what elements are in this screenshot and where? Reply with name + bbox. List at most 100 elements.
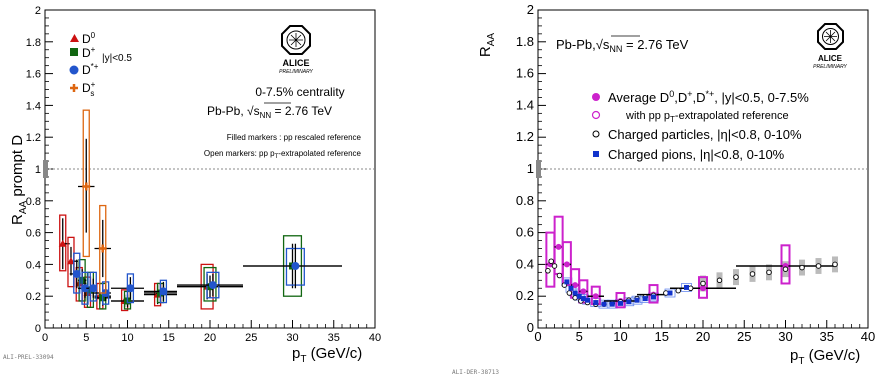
legend-dstar-label: D*+ <box>82 62 99 77</box>
right-charged-point <box>572 295 578 301</box>
legend-dplus-label: D+ <box>82 45 96 60</box>
left-axis-ticks: 0 5 10 15 20 25 30 35 40 0 0.2 0.4 0.6 0.8 1 1.2 1.4 1.6 1… <box>26 5 381 344</box>
left-legend: D0 D+ D*+ D+ s |y|<0.5 <box>69 31 132 98</box>
left-x-axis-label: pT (GeV/c) <box>292 345 362 365</box>
right-charged-point <box>782 266 789 272</box>
right-xtick-label: 20 <box>696 329 710 344</box>
right-ytick-label: 0.4 <box>516 256 534 271</box>
right-charged-point <box>700 280 706 287</box>
right-xtick-label: 40 <box>861 329 875 344</box>
left-ytick-label: 1.8 <box>26 37 41 49</box>
right-pion-point <box>580 296 586 302</box>
left-normalization-box <box>43 160 48 178</box>
left-ytick-label: 0.2 <box>26 291 41 303</box>
left-ytick-label: 1.2 <box>26 132 41 144</box>
left-data-marks <box>58 109 342 312</box>
right-ytick-label: 0.2 <box>516 288 534 303</box>
right-normalization-box <box>536 160 541 178</box>
left-data-point <box>89 284 98 293</box>
right-avgd-point <box>580 288 587 295</box>
right-data-marks <box>545 215 838 309</box>
right-logo-sub: PRELIMINARY <box>813 64 847 70</box>
right-legend: Average D0,D+,D*+, |y|<0.5, 0-7.5% with … <box>591 89 809 162</box>
right-ytick-label: 0.8 <box>516 193 534 208</box>
left-ytick-label: 1 <box>35 164 41 176</box>
left-xtick-label: 0 <box>42 332 48 344</box>
right-pion-point <box>651 294 656 300</box>
left-data-point <box>58 239 67 247</box>
right-avgd-point <box>700 285 706 292</box>
right-charged-point <box>663 290 669 296</box>
right-alice-logo: ALICE PRELIMINARY <box>813 23 848 70</box>
right-avgd-point <box>563 261 570 268</box>
right-avgd-point <box>555 243 562 250</box>
right-charged-point <box>815 263 822 269</box>
right-charged-point <box>675 287 682 294</box>
right-pion-point <box>609 301 615 307</box>
right-avgd-point <box>572 282 579 289</box>
left-logo-sub: PRELIMINARY <box>279 69 313 75</box>
right-legend-extrap-label: with pp pT-extrapolated reference <box>625 110 789 124</box>
left-data-point <box>208 281 217 290</box>
right-logo-text: ALICE <box>818 54 843 63</box>
left-ytick-label: 0.8 <box>26 196 41 208</box>
right-pion-point <box>642 296 648 302</box>
right-pion-point <box>593 300 599 306</box>
right-charged-point <box>799 264 805 271</box>
right-pion-point <box>634 297 640 303</box>
right-pion-point <box>576 293 582 299</box>
left-xtick-label: 30 <box>286 332 298 344</box>
left-xtick-label: 25 <box>245 332 257 344</box>
right-xtick-label: 0 <box>534 329 541 344</box>
right-legend-pions-label: Charged pions, |η|<0.8, 0-10% <box>608 147 785 162</box>
right-avgd-point <box>592 293 599 300</box>
legend-d0-marker <box>70 34 79 42</box>
right-legend-pions-marker <box>593 151 599 157</box>
legend-ds-label: D+ s <box>82 80 96 98</box>
right-pion-point <box>667 290 673 296</box>
right-xtick-label: 5 <box>576 329 583 344</box>
right-charged-point <box>766 269 772 276</box>
right-pion-point <box>585 297 590 303</box>
right-charged-point <box>832 261 838 268</box>
right-system-label: Pb-Pb,√sNN = 2.76 TeV <box>556 37 689 54</box>
left-ytick-label: 1.4 <box>26 100 41 112</box>
left-xtick-label: 15 <box>163 332 175 344</box>
left-data-point <box>66 257 75 265</box>
right-charged-point <box>687 285 694 292</box>
left-centrality: 0-7.5% centrality <box>255 85 344 99</box>
right-xtick-label: 15 <box>655 329 669 344</box>
left-data-point <box>159 287 168 296</box>
left-figure-id: ALI-PREL-33094 <box>3 354 54 361</box>
right-ytick-label: 1.2 <box>516 129 534 144</box>
right-ytick-label: 0 <box>527 320 534 335</box>
left-chart: 0 5 10 15 20 25 30 35 40 0 0.2 0.4 0.6 0.8 1 1.2 1.4 1.6 1… <box>3 5 381 365</box>
right-avgd-sys <box>648 284 659 304</box>
right-charged-point <box>551 263 558 269</box>
right-charged-point <box>566 290 573 296</box>
left-note-filled: Filled markers : pp rescaled reference <box>227 133 362 142</box>
right-pion-point <box>684 284 689 290</box>
left-data-point <box>291 261 300 270</box>
left-data-point <box>72 269 81 278</box>
right-avgd-sys <box>780 244 791 285</box>
right-legend-avgd-marker <box>592 93 600 101</box>
right-pion-point <box>626 299 632 305</box>
left-ytick-label: 2 <box>35 5 41 17</box>
right-pion-point <box>601 301 607 307</box>
right-xtick-label: 25 <box>737 329 751 344</box>
legend-ds-marker <box>70 84 78 92</box>
left-data-point <box>126 284 135 293</box>
left-data-point <box>98 244 107 253</box>
left-sys-box <box>82 109 90 258</box>
right-y-axis-label: RAA <box>477 33 497 58</box>
right-xtick-label: 35 <box>820 329 834 344</box>
right-charged-point <box>716 277 723 284</box>
left-xtick-label: 40 <box>369 332 381 344</box>
left-alice-logo: ALICE PRELIMINARY <box>279 25 314 75</box>
left-sys-box <box>59 214 67 272</box>
left-logo-text: ALICE <box>283 58 310 68</box>
left-xtick-label: 5 <box>83 332 89 344</box>
right-charged-point <box>556 272 563 279</box>
right-axis-ticks: 0 5 10 15 20 25 30 35 40 0 0.2 0.4 0.6 0.8 1 1.2 1.4 1.6 1… <box>516 2 875 344</box>
